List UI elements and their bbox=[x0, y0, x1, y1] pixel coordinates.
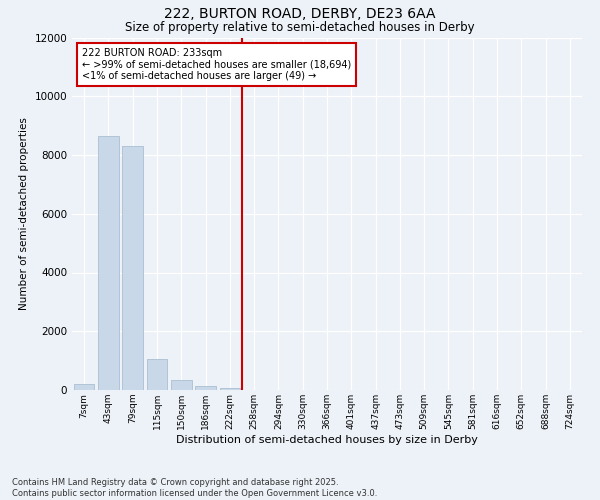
Bar bbox=[74, 384, 94, 390]
Text: 222, BURTON ROAD, DERBY, DE23 6AA: 222, BURTON ROAD, DERBY, DE23 6AA bbox=[164, 8, 436, 22]
Bar bbox=[195, 386, 216, 390]
Bar bbox=[98, 136, 119, 390]
Text: 222 BURTON ROAD: 233sqm
← >99% of semi-detached houses are smaller (18,694)
<1% : 222 BURTON ROAD: 233sqm ← >99% of semi-d… bbox=[82, 48, 352, 82]
Bar bbox=[220, 388, 240, 390]
Bar bbox=[171, 380, 191, 390]
Y-axis label: Number of semi-detached properties: Number of semi-detached properties bbox=[19, 118, 29, 310]
X-axis label: Distribution of semi-detached houses by size in Derby: Distribution of semi-detached houses by … bbox=[176, 434, 478, 444]
Bar bbox=[146, 359, 167, 390]
Bar bbox=[122, 146, 143, 390]
Text: Size of property relative to semi-detached houses in Derby: Size of property relative to semi-detach… bbox=[125, 21, 475, 34]
Text: Contains HM Land Registry data © Crown copyright and database right 2025.
Contai: Contains HM Land Registry data © Crown c… bbox=[12, 478, 377, 498]
